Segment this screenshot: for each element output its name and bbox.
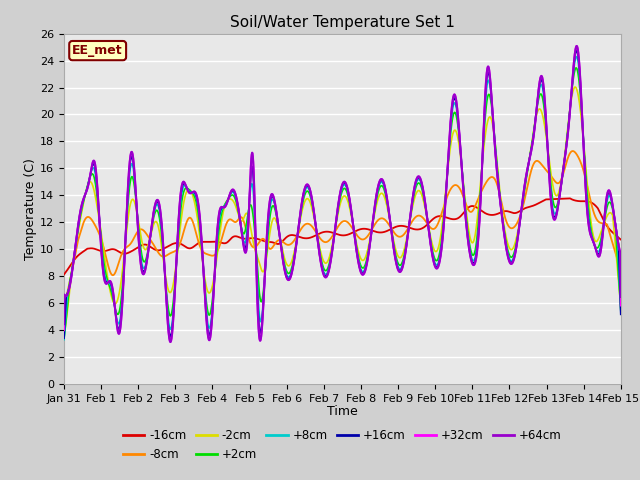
+64cm [606, 190, 614, 195]
-16cm [566, 195, 574, 201]
+16cm [573, 48, 580, 53]
-8cm [157, 252, 164, 258]
-2cm [157, 236, 164, 241]
+2cm [274, 219, 282, 225]
-2cm [606, 210, 614, 216]
Line: +8cm: +8cm [64, 57, 621, 340]
+32cm [124, 192, 131, 198]
Line: -8cm: -8cm [64, 151, 621, 307]
+8cm [617, 309, 625, 315]
+64cm [166, 339, 174, 345]
-16cm [298, 235, 305, 240]
-2cm [546, 162, 554, 168]
+16cm [60, 335, 68, 341]
-16cm [606, 227, 614, 233]
Text: EE_met: EE_met [72, 44, 123, 57]
-8cm [60, 304, 68, 310]
-16cm [157, 247, 164, 253]
+8cm [124, 200, 131, 206]
Line: -2cm: -2cm [64, 87, 621, 330]
+8cm [546, 177, 554, 183]
+64cm [60, 321, 68, 327]
+16cm [124, 195, 131, 201]
Y-axis label: Temperature (C): Temperature (C) [24, 158, 37, 260]
+2cm [124, 207, 131, 213]
+32cm [606, 190, 614, 195]
+64cm [617, 294, 625, 300]
+32cm [573, 43, 580, 49]
+64cm [157, 210, 164, 216]
+8cm [157, 216, 164, 221]
Legend: -16cm, -8cm, -2cm, +2cm, +8cm, +16cm, +32cm, +64cm: -16cm, -8cm, -2cm, +2cm, +8cm, +16cm, +3… [118, 424, 566, 466]
+8cm [298, 203, 305, 209]
+2cm [157, 223, 164, 228]
Line: -16cm: -16cm [64, 198, 621, 275]
+16cm [298, 202, 305, 207]
-8cm [617, 271, 625, 277]
+64cm [274, 218, 282, 224]
Title: Soil/Water Temperature Set 1: Soil/Water Temperature Set 1 [230, 15, 455, 30]
+32cm [157, 210, 164, 216]
-16cm [546, 196, 554, 202]
-8cm [606, 232, 614, 238]
+2cm [546, 171, 554, 177]
+32cm [60, 327, 68, 333]
X-axis label: Time: Time [327, 405, 358, 418]
+2cm [606, 200, 614, 205]
+16cm [546, 181, 554, 187]
-2cm [124, 220, 131, 226]
-8cm [298, 225, 305, 231]
+16cm [157, 212, 164, 218]
Line: +32cm: +32cm [64, 46, 621, 342]
-2cm [298, 210, 305, 216]
-16cm [60, 272, 68, 277]
-2cm [274, 223, 282, 228]
-2cm [617, 303, 625, 309]
Line: +2cm: +2cm [64, 68, 621, 339]
-8cm [569, 148, 577, 154]
+8cm [573, 54, 580, 60]
+2cm [572, 65, 580, 71]
-8cm [274, 238, 282, 244]
+8cm [274, 217, 282, 223]
+16cm [617, 312, 625, 317]
+64cm [124, 192, 131, 198]
-2cm [60, 327, 68, 333]
+8cm [60, 337, 68, 343]
+16cm [606, 191, 614, 197]
-16cm [274, 241, 282, 247]
-2cm [572, 84, 579, 90]
Line: +16cm: +16cm [64, 50, 621, 338]
+32cm [546, 186, 554, 192]
-8cm [124, 244, 131, 250]
+32cm [617, 302, 625, 308]
+64cm [298, 200, 306, 205]
+2cm [298, 205, 305, 211]
+16cm [274, 217, 282, 223]
+64cm [573, 43, 580, 49]
-16cm [617, 237, 625, 242]
+32cm [274, 218, 282, 224]
+8cm [606, 194, 614, 200]
+2cm [617, 307, 625, 313]
+32cm [298, 200, 306, 205]
Line: +64cm: +64cm [64, 46, 621, 342]
-8cm [546, 172, 554, 178]
+64cm [546, 187, 554, 192]
+32cm [166, 339, 174, 345]
+2cm [60, 336, 68, 342]
-16cm [124, 250, 131, 256]
